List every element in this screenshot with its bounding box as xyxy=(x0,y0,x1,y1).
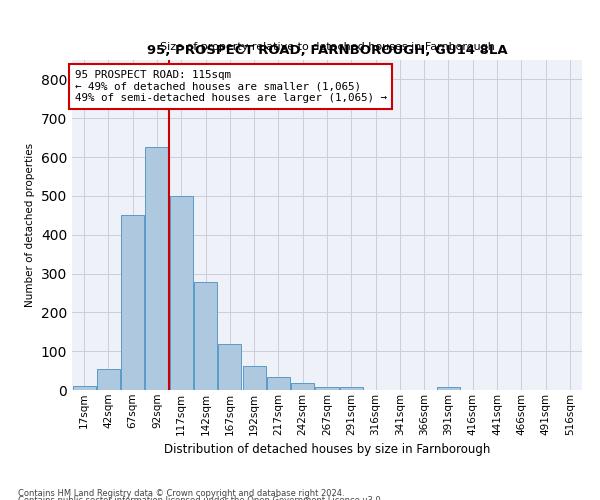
Bar xyxy=(194,282,217,390)
Bar xyxy=(267,377,290,390)
Bar xyxy=(73,386,95,390)
Bar xyxy=(437,388,460,390)
Bar xyxy=(316,387,338,390)
Y-axis label: Number of detached properties: Number of detached properties xyxy=(25,143,35,307)
Text: Contains HM Land Registry data © Crown copyright and database right 2024.: Contains HM Land Registry data © Crown c… xyxy=(18,488,344,498)
Text: 95 PROSPECT ROAD: 115sqm
← 49% of detached houses are smaller (1,065)
49% of sem: 95 PROSPECT ROAD: 115sqm ← 49% of detach… xyxy=(74,70,386,103)
Bar xyxy=(291,383,314,390)
Bar xyxy=(145,148,169,390)
Bar xyxy=(242,366,266,390)
X-axis label: Distribution of detached houses by size in Farnborough: Distribution of detached houses by size … xyxy=(164,443,490,456)
Bar xyxy=(340,387,363,390)
Text: Contains public sector information licensed under the Open Government Licence v3: Contains public sector information licen… xyxy=(18,496,383,500)
Bar xyxy=(121,216,144,390)
Text: Size of property relative to detached houses in Farnborough: Size of property relative to detached ho… xyxy=(160,42,494,52)
Bar xyxy=(97,368,120,390)
Bar xyxy=(170,196,193,390)
Title: 95, PROSPECT ROAD, FARNBOROUGH, GU14 8LA: 95, PROSPECT ROAD, FARNBOROUGH, GU14 8LA xyxy=(146,44,508,58)
Bar xyxy=(218,344,241,390)
